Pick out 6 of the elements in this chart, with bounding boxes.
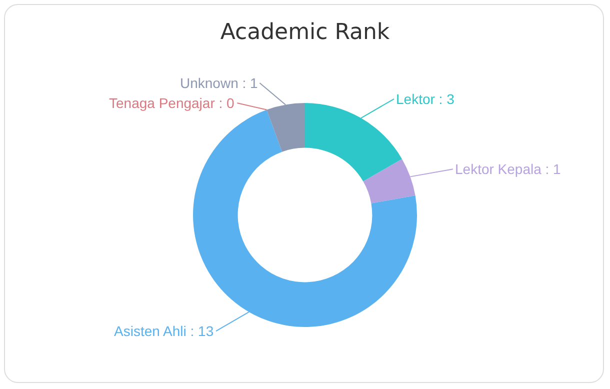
legend-label: Tenaga Pengajar : 0 [109,95,235,111]
chart-title: Academic Rank [220,20,390,45]
slice-label: Unknown : 1 [180,75,258,91]
slice-label: Asisten Ahli : 13 [114,323,214,339]
slice-label: Lektor : 3 [396,91,455,107]
slice-label: Lektor Kepala : 1 [455,161,562,177]
